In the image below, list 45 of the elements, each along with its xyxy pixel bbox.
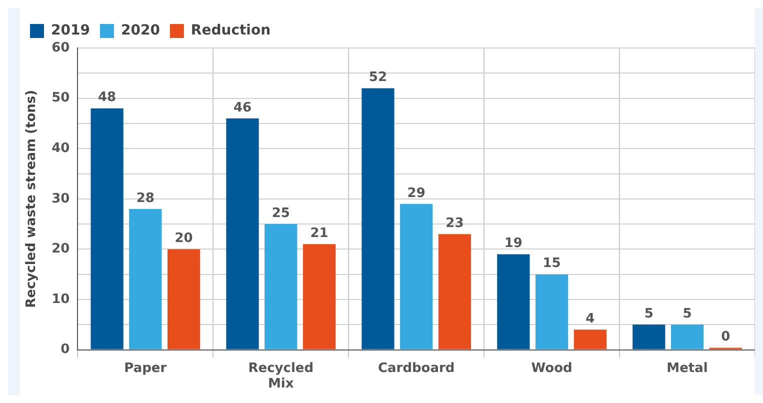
bar: [400, 204, 433, 350]
data-label: 25: [272, 206, 290, 221]
x-tick-label: Paper: [124, 360, 168, 376]
y-tick-label: 30: [52, 191, 70, 206]
bar: [226, 118, 259, 350]
y-tick-label: 40: [52, 140, 70, 156]
bar: [302, 244, 336, 350]
y-axis-title: Recycled waste stream (tons): [24, 90, 40, 308]
data-label: 5: [644, 306, 654, 322]
data-label: 5: [682, 306, 692, 322]
data-label: 15: [542, 256, 561, 272]
y-tick-label: 20: [52, 242, 70, 257]
data-label: 21: [310, 226, 328, 242]
legend-label: 2020: [120, 22, 160, 39]
data-label: 19: [504, 236, 522, 252]
data-label: 48: [98, 90, 116, 106]
bar: [670, 324, 704, 350]
data-label: 0: [721, 330, 730, 345]
x-tick-label: Recycled Mix: [248, 360, 314, 392]
data-label: 4: [586, 312, 595, 327]
data-label: 52: [368, 70, 388, 86]
legend-label: Reduction: [190, 22, 271, 39]
data-label: 20: [174, 231, 193, 246]
bar: [497, 254, 530, 350]
bar: [362, 88, 394, 350]
y-tick-label: 50: [52, 90, 70, 106]
bar: [90, 108, 124, 350]
x-tick-label: Cardboard: [378, 360, 455, 376]
bar: [535, 274, 568, 350]
bar: [129, 208, 162, 350]
legend-label: 2019: [51, 22, 90, 39]
y-tick-label: 10: [52, 292, 70, 307]
data-label: 29: [407, 186, 426, 201]
y-tick-label: 60: [52, 40, 70, 56]
x-tick-label: Metal: [666, 360, 708, 376]
bar: [264, 224, 298, 350]
data-label: 28: [136, 190, 154, 206]
y-tick-label: 0: [60, 342, 70, 358]
x-tick-label: Wood: [531, 360, 572, 376]
bar: [438, 234, 472, 350]
bar: [632, 324, 666, 350]
bar: [574, 330, 606, 350]
bar: [167, 249, 200, 350]
data-label: 46: [233, 100, 252, 116]
data-label: 23: [446, 216, 464, 231]
